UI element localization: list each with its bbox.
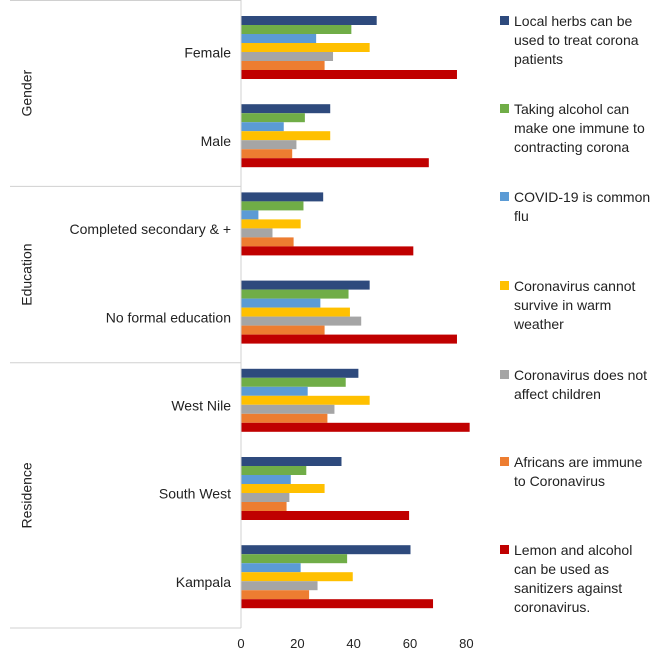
bar bbox=[241, 192, 324, 202]
bar bbox=[241, 122, 284, 132]
bar bbox=[241, 457, 342, 466]
bar bbox=[241, 545, 411, 555]
bar bbox=[241, 395, 370, 405]
legend-swatch bbox=[500, 457, 509, 466]
bar bbox=[241, 104, 331, 114]
legend-label: COVID-19 is common flu bbox=[514, 189, 651, 224]
bar bbox=[241, 34, 317, 43]
bar bbox=[241, 289, 349, 299]
x-tick-label: 20 bbox=[290, 636, 304, 651]
bar bbox=[241, 16, 377, 25]
legend-item: Africans are immune to Coronavirus bbox=[500, 453, 655, 491]
legend-item: Local herbs can be used to treat corona … bbox=[500, 12, 655, 69]
bar bbox=[241, 502, 287, 511]
legend-item: Coronavirus does not affect children bbox=[500, 366, 655, 404]
category-label: Female bbox=[184, 45, 231, 61]
bar bbox=[241, 466, 307, 475]
legend-label: Lemon and alcohol can be used as sanitiz… bbox=[514, 542, 633, 615]
bar bbox=[241, 149, 293, 159]
group-label: Gender bbox=[19, 70, 35, 117]
category-label: Male bbox=[201, 133, 232, 149]
legend-item: Coronavirus cannot survive in warm weath… bbox=[500, 277, 655, 334]
bar bbox=[241, 237, 294, 247]
group-label: Residence bbox=[19, 462, 35, 528]
bar bbox=[241, 563, 301, 573]
bar bbox=[241, 368, 359, 378]
bar bbox=[241, 228, 273, 238]
bar bbox=[241, 316, 362, 326]
bar bbox=[241, 25, 352, 34]
bar bbox=[241, 475, 291, 484]
legend-label: Local herbs can be used to treat corona … bbox=[514, 13, 639, 67]
legend-label: Coronavirus does not affect children bbox=[514, 367, 648, 402]
bar bbox=[241, 404, 335, 414]
bar bbox=[241, 386, 308, 396]
legend-item: COVID-19 is common flu bbox=[500, 188, 655, 226]
group-label: Education bbox=[19, 243, 35, 305]
chart-labels: Gender Education Residence 0 20 40 60 80 Female M… bbox=[19, 45, 474, 651]
legend-swatch bbox=[500, 545, 509, 554]
bar bbox=[241, 590, 310, 600]
chart-bars bbox=[241, 16, 470, 609]
x-tick-label: 0 bbox=[237, 636, 244, 651]
bar bbox=[241, 140, 297, 150]
bar bbox=[241, 554, 348, 564]
bar bbox=[241, 307, 350, 317]
bar bbox=[241, 298, 321, 308]
legend-swatch bbox=[500, 192, 509, 201]
bar bbox=[241, 43, 370, 52]
legend-item: Lemon and alcohol can be used as sanitiz… bbox=[500, 541, 655, 617]
legend-label: Africans are immune to Coronavirus bbox=[514, 454, 643, 489]
legend-label: Taking alcohol can make one immune to co… bbox=[514, 101, 645, 155]
legend-item: Taking alcohol can make one immune to co… bbox=[500, 100, 655, 157]
bar bbox=[241, 219, 301, 229]
bar bbox=[241, 52, 334, 61]
bar bbox=[241, 325, 325, 335]
bar bbox=[241, 131, 331, 141]
category-label: Completed secondary & + bbox=[70, 221, 231, 237]
x-tick-label: 60 bbox=[403, 636, 417, 651]
category-label: West Nile bbox=[171, 398, 231, 414]
category-label: Kampala bbox=[176, 574, 231, 590]
bar bbox=[241, 511, 410, 520]
bar bbox=[241, 493, 290, 502]
x-tick-label: 80 bbox=[459, 636, 473, 651]
bar bbox=[241, 334, 457, 344]
bar bbox=[241, 484, 325, 493]
bar bbox=[241, 581, 318, 591]
bar bbox=[241, 210, 259, 220]
legend-swatch bbox=[500, 16, 509, 25]
bar bbox=[241, 113, 305, 123]
legend-swatch bbox=[500, 370, 509, 379]
bar bbox=[241, 572, 353, 582]
legend-swatch bbox=[500, 104, 509, 113]
chart-axes bbox=[10, 0, 242, 629]
bar bbox=[241, 422, 470, 432]
x-tick-label: 40 bbox=[346, 636, 360, 651]
bar bbox=[241, 61, 325, 70]
legend-swatch bbox=[500, 281, 509, 290]
bar bbox=[241, 158, 429, 168]
category-label: South West bbox=[159, 486, 231, 502]
bar bbox=[241, 246, 414, 256]
bar bbox=[241, 70, 457, 79]
category-label: No formal education bbox=[106, 309, 231, 325]
bar bbox=[241, 413, 328, 423]
bar bbox=[241, 201, 304, 211]
legend-label: Coronavirus cannot survive in warm weath… bbox=[514, 278, 636, 332]
bar bbox=[241, 280, 370, 290]
bar bbox=[241, 377, 346, 387]
bar bbox=[241, 599, 434, 609]
